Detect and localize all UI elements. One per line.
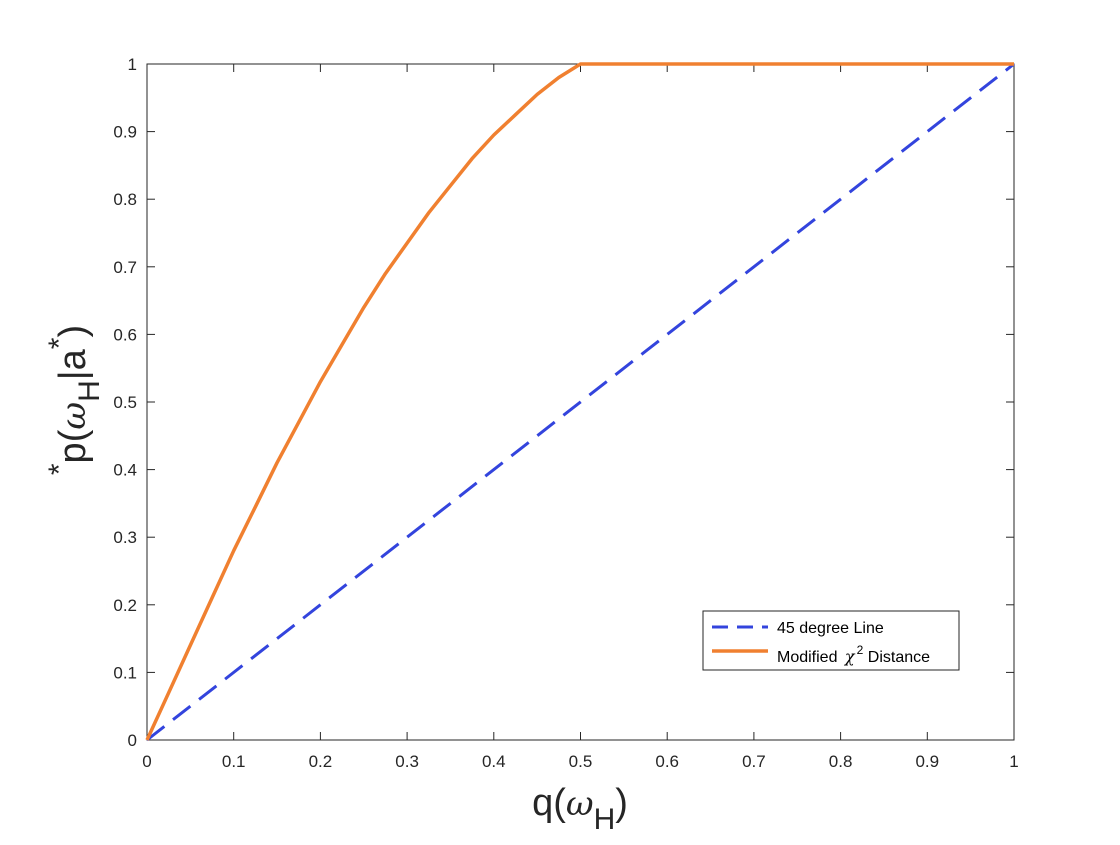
y-axis-label-sup2: * — [43, 337, 76, 349]
y-axis-label-open: ( — [52, 429, 94, 442]
x-tick-label: 0.1 — [222, 752, 246, 771]
x-tick-label: 0.5 — [569, 752, 593, 771]
x-axis-label: q(ωH) — [532, 782, 628, 836]
y-tick-label: 1 — [128, 55, 137, 74]
y-tick-label: 0.2 — [113, 596, 137, 615]
x-tick-label: 1 — [1009, 752, 1018, 771]
x-axis-label-sub: H — [594, 803, 616, 836]
x-tick-label: 0.7 — [742, 752, 766, 771]
y-tick-label: 0.5 — [113, 393, 137, 412]
y-axis-label-sup1: * — [43, 463, 76, 475]
x-axis-label-greek: ω — [566, 784, 594, 824]
y-tick-label: 0.9 — [113, 123, 137, 142]
y-axis-label-greek: ω — [54, 402, 94, 430]
y-tick-label: 0.7 — [113, 258, 137, 277]
x-tick-label: 0 — [142, 752, 151, 771]
x-axis-label-main: q( — [532, 782, 566, 824]
x-tick-label: 0.6 — [655, 752, 679, 771]
y-tick-label: 0 — [128, 731, 137, 750]
x-tick-label: 0.8 — [829, 752, 853, 771]
x-tick-label: 0.4 — [482, 752, 506, 771]
y-axis-label-sub: H — [73, 380, 106, 402]
series-layer — [145, 62, 1015, 742]
series-line-45-degree — [146, 62, 1015, 742]
y-axis-label: *p(ωH|a*) — [43, 325, 106, 475]
y-tick-label: 0.4 — [113, 461, 137, 480]
legend-label-sup: 2 — [857, 643, 864, 657]
y-axis-label-base: p — [52, 442, 94, 463]
x-axis-label-close: ) — [615, 782, 628, 824]
ticks-layer: 0 0.1 0.2 0.3 0.4 0.5 0.6 0.7 0.8 0.9 1 0 0.1 0.2 0.3 0… — [113, 55, 1018, 771]
x-tick-label: 0.2 — [309, 752, 333, 771]
y-tick-label: 0.1 — [113, 663, 137, 682]
y-axis-label-close: ) — [52, 325, 94, 338]
legend-label-prefix: Modified — [777, 649, 842, 666]
y-tick-label: 0.3 — [113, 528, 137, 547]
legend-label-suffix: Distance — [863, 649, 930, 666]
legend-box — [702, 610, 960, 671]
y-tick-label: 0.6 — [113, 325, 137, 344]
series-line-modified-chi2-distance — [145, 62, 1014, 741]
y-tick-label: 0.8 — [113, 190, 137, 209]
x-tick-label: 0.9 — [915, 752, 939, 771]
legend-label-45-degree-line: 45 degree Line — [777, 620, 884, 637]
y-axis-label-bar: |a — [52, 348, 94, 380]
legend-label-greek: χ — [844, 647, 856, 666]
x-tick-label: 0.3 — [395, 752, 419, 771]
